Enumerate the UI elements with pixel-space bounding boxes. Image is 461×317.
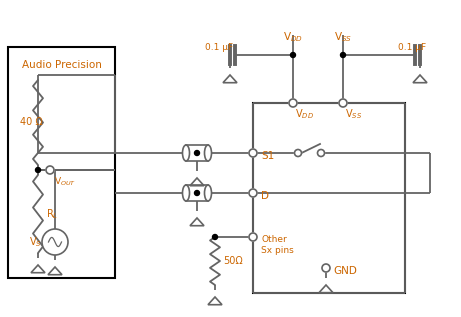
- Circle shape: [46, 166, 54, 174]
- Circle shape: [249, 233, 257, 241]
- Ellipse shape: [183, 185, 189, 201]
- Bar: [186, 145, 208, 161]
- Text: 50Ω: 50Ω: [223, 256, 243, 266]
- Circle shape: [318, 150, 325, 157]
- Text: V$_{OUT}$: V$_{OUT}$: [54, 175, 76, 187]
- Text: 0.1 μF: 0.1 μF: [398, 43, 426, 52]
- Text: D: D: [261, 191, 269, 201]
- Ellipse shape: [205, 145, 212, 161]
- Text: R$_L$: R$_L$: [46, 207, 58, 221]
- Circle shape: [290, 53, 296, 57]
- Text: V$_{DD}$: V$_{DD}$: [295, 107, 314, 121]
- Circle shape: [249, 149, 257, 157]
- Text: Other
Sx pins: Other Sx pins: [261, 235, 294, 255]
- Text: V$_{SS}$: V$_{SS}$: [334, 30, 352, 44]
- Circle shape: [289, 99, 297, 107]
- Text: Audio Precision: Audio Precision: [22, 60, 101, 70]
- Text: V$_{DD}$: V$_{DD}$: [283, 30, 303, 44]
- Circle shape: [339, 99, 347, 107]
- Circle shape: [35, 167, 41, 172]
- Circle shape: [322, 264, 330, 272]
- Text: V$_S$: V$_S$: [29, 235, 42, 249]
- Circle shape: [195, 151, 200, 156]
- Text: GND: GND: [333, 266, 357, 276]
- Circle shape: [249, 189, 257, 197]
- Text: 0.1 μF: 0.1 μF: [205, 43, 233, 52]
- Circle shape: [195, 191, 200, 196]
- Text: S1: S1: [261, 151, 274, 161]
- Text: 40 Ω: 40 Ω: [20, 117, 43, 127]
- Bar: [186, 185, 208, 201]
- Ellipse shape: [183, 145, 189, 161]
- Text: V$_{SS}$: V$_{SS}$: [345, 107, 362, 121]
- Circle shape: [295, 150, 301, 157]
- Circle shape: [341, 53, 345, 57]
- Circle shape: [213, 235, 218, 240]
- Circle shape: [42, 229, 68, 255]
- Bar: [8, 47, 115, 278]
- Bar: [253, 103, 405, 293]
- Ellipse shape: [205, 185, 212, 201]
